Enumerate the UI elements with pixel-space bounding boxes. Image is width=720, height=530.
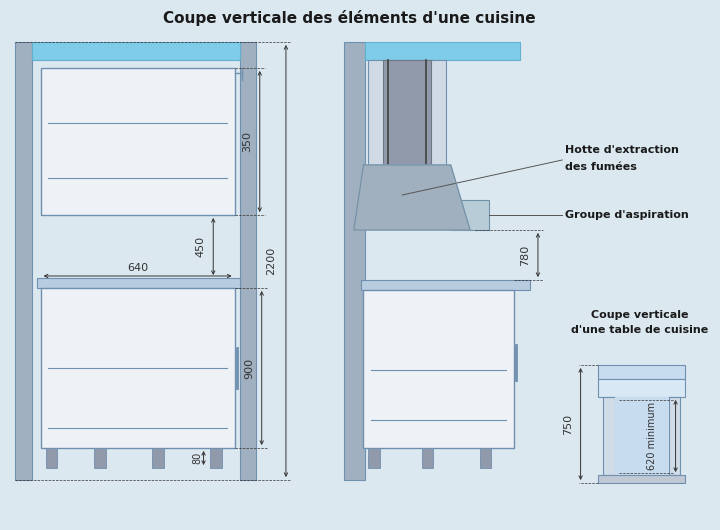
Bar <box>37 278 240 288</box>
Bar <box>369 448 380 468</box>
Text: 750: 750 <box>563 413 573 435</box>
Text: 450: 450 <box>196 236 206 257</box>
Text: Hotte d'extraction: Hotte d'extraction <box>565 145 679 155</box>
Bar <box>366 42 521 60</box>
Bar <box>41 288 235 448</box>
Bar <box>369 60 446 165</box>
Bar <box>669 397 680 475</box>
Bar <box>344 42 366 480</box>
Bar <box>598 379 685 397</box>
Bar <box>14 42 32 480</box>
Text: 900: 900 <box>244 357 254 378</box>
Text: 640: 640 <box>127 263 148 273</box>
Text: 2200: 2200 <box>266 247 276 275</box>
Text: 620 minimum: 620 minimum <box>647 402 657 470</box>
Bar <box>364 290 513 448</box>
Bar <box>383 60 431 185</box>
Bar <box>210 448 222 468</box>
Text: 780: 780 <box>521 244 531 266</box>
Bar <box>422 448 433 468</box>
Bar <box>240 42 256 480</box>
Bar <box>451 200 490 230</box>
Bar <box>152 448 164 468</box>
Bar <box>32 42 240 60</box>
Bar <box>598 475 685 483</box>
Text: d'une table de cuisine: d'une table de cuisine <box>571 325 708 335</box>
Bar <box>361 280 530 290</box>
Bar <box>603 397 614 475</box>
Text: 80: 80 <box>192 452 202 464</box>
Polygon shape <box>354 165 470 230</box>
Text: Coupe verticale: Coupe verticale <box>591 310 688 320</box>
Text: 350: 350 <box>243 131 252 152</box>
Bar <box>94 448 106 468</box>
Bar <box>41 68 235 215</box>
Text: Coupe verticale des éléments d'une cuisine: Coupe verticale des éléments d'une cuisi… <box>163 10 535 26</box>
Bar <box>480 448 492 468</box>
Text: Groupe d'aspiration: Groupe d'aspiration <box>565 210 689 220</box>
Bar <box>598 365 685 379</box>
Bar <box>45 448 57 468</box>
Text: des fumées: des fumées <box>565 162 637 172</box>
Bar <box>614 397 669 475</box>
